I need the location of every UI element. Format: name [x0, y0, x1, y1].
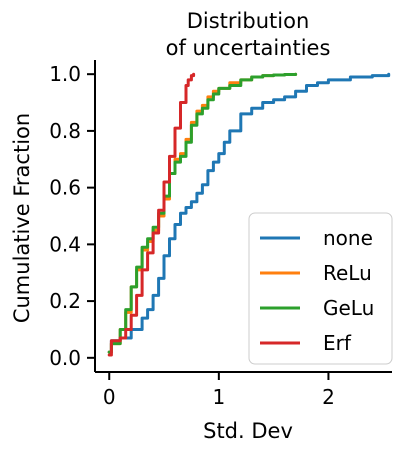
- legend-label-erf: Erf: [323, 331, 352, 355]
- y-ticks: 0.0 0.2 0.4 0.6 0.8 1.0: [49, 62, 95, 370]
- series-line-erf: [107, 72, 196, 357]
- plot-area: 0 1 2 0.0 0.2 0.4 0.6 0.8 1.0: [49, 60, 392, 409]
- legend-label-none: none: [323, 226, 373, 250]
- legend-items: none ReLu GeLu Erf: [260, 226, 374, 355]
- y-tick-label: 0.2: [49, 289, 81, 313]
- y-tick-label: 1.0: [49, 62, 81, 86]
- series-line-none: [107, 72, 391, 354]
- legend-label-relu: ReLu: [323, 261, 372, 285]
- legend: none ReLu GeLu Erf: [248, 212, 393, 365]
- series-lines: [107, 72, 391, 357]
- x-tick-label: 2: [322, 385, 335, 409]
- y-tick-label: 0.8: [49, 119, 81, 143]
- legend-frame: [248, 212, 393, 365]
- legend-label-gelu: GeLu: [323, 296, 374, 320]
- x-tick-label: 0: [103, 385, 116, 409]
- y-tick-label: 0.6: [49, 176, 81, 200]
- y-tick-label: 0.0: [49, 346, 81, 370]
- x-tick-label: 1: [212, 385, 225, 409]
- x-axis-label: Std. Dev: [203, 419, 293, 443]
- chart-title-line-1: Distribution: [187, 9, 310, 33]
- series-line-gelu: [107, 72, 298, 354]
- y-axis-label: Cumulative Fraction: [10, 113, 34, 323]
- y-tick-label: 0.4: [49, 232, 81, 256]
- chart-title-line-2: of uncertainties: [166, 36, 331, 60]
- x-ticks: 0 1 2: [103, 372, 335, 409]
